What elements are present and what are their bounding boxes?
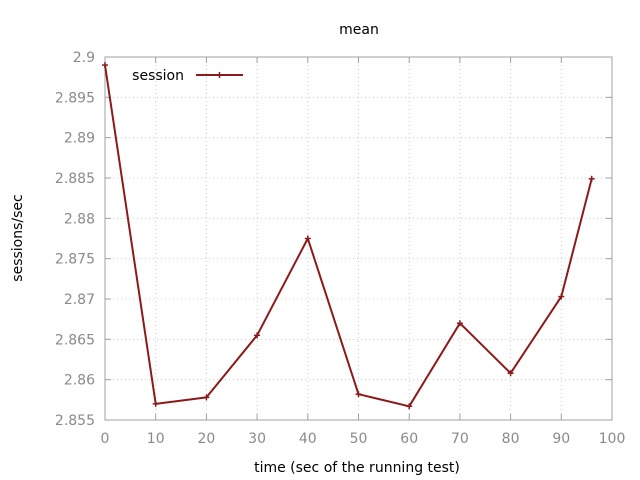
x-tick-label: 70 (451, 431, 469, 447)
x-tick-label: 100 (599, 431, 626, 447)
data-point (507, 370, 514, 377)
data-point (254, 332, 261, 339)
x-tick-label: 10 (147, 431, 165, 447)
axes: 0 10 20 30 40 50 60 70 80 90 100 2.855 2.86 2.865 2.87… (55, 50, 625, 447)
x-tick-label: 50 (350, 431, 368, 447)
y-tick-label: 2.88 (64, 211, 95, 227)
y-tick-label: 2.875 (55, 252, 95, 268)
x-tick-label: 0 (101, 431, 110, 447)
legend-label: session (132, 68, 184, 84)
y-tick-label: 2.895 (55, 90, 95, 106)
x-tick-label: 20 (197, 431, 215, 447)
y-tick-label: 2.86 (64, 373, 95, 389)
y-tick-label: 2.89 (64, 131, 95, 147)
x-tick-label: 40 (299, 431, 317, 447)
legend: session (132, 68, 243, 84)
y-tick-label: 2.87 (64, 292, 95, 308)
y-tick-label: 2.885 (55, 171, 95, 187)
data-point (152, 400, 159, 407)
series-line-session (104, 64, 593, 408)
series-layer (102, 62, 595, 410)
data-point (456, 320, 463, 327)
x-tick-label: 90 (552, 431, 570, 447)
y-tick-label: 2.855 (55, 413, 95, 429)
data-point (304, 235, 311, 242)
x-tick-label: 30 (248, 431, 266, 447)
data-point (203, 394, 210, 401)
grid-lines (105, 57, 612, 420)
chart-title: mean (339, 22, 379, 38)
x-tick-label: 80 (502, 431, 520, 447)
x-tick-label: 60 (400, 431, 418, 447)
y-tick-label: 2.865 (55, 332, 95, 348)
x-axis-title: time (sec of the running test) (254, 460, 460, 476)
data-point (588, 175, 595, 182)
y-tick-label: 2.9 (73, 50, 95, 66)
y-axis-title: sessions/sec (10, 194, 26, 281)
data-point (558, 293, 565, 300)
data-point (355, 391, 362, 398)
data-point (102, 62, 108, 69)
data-point (406, 403, 413, 410)
